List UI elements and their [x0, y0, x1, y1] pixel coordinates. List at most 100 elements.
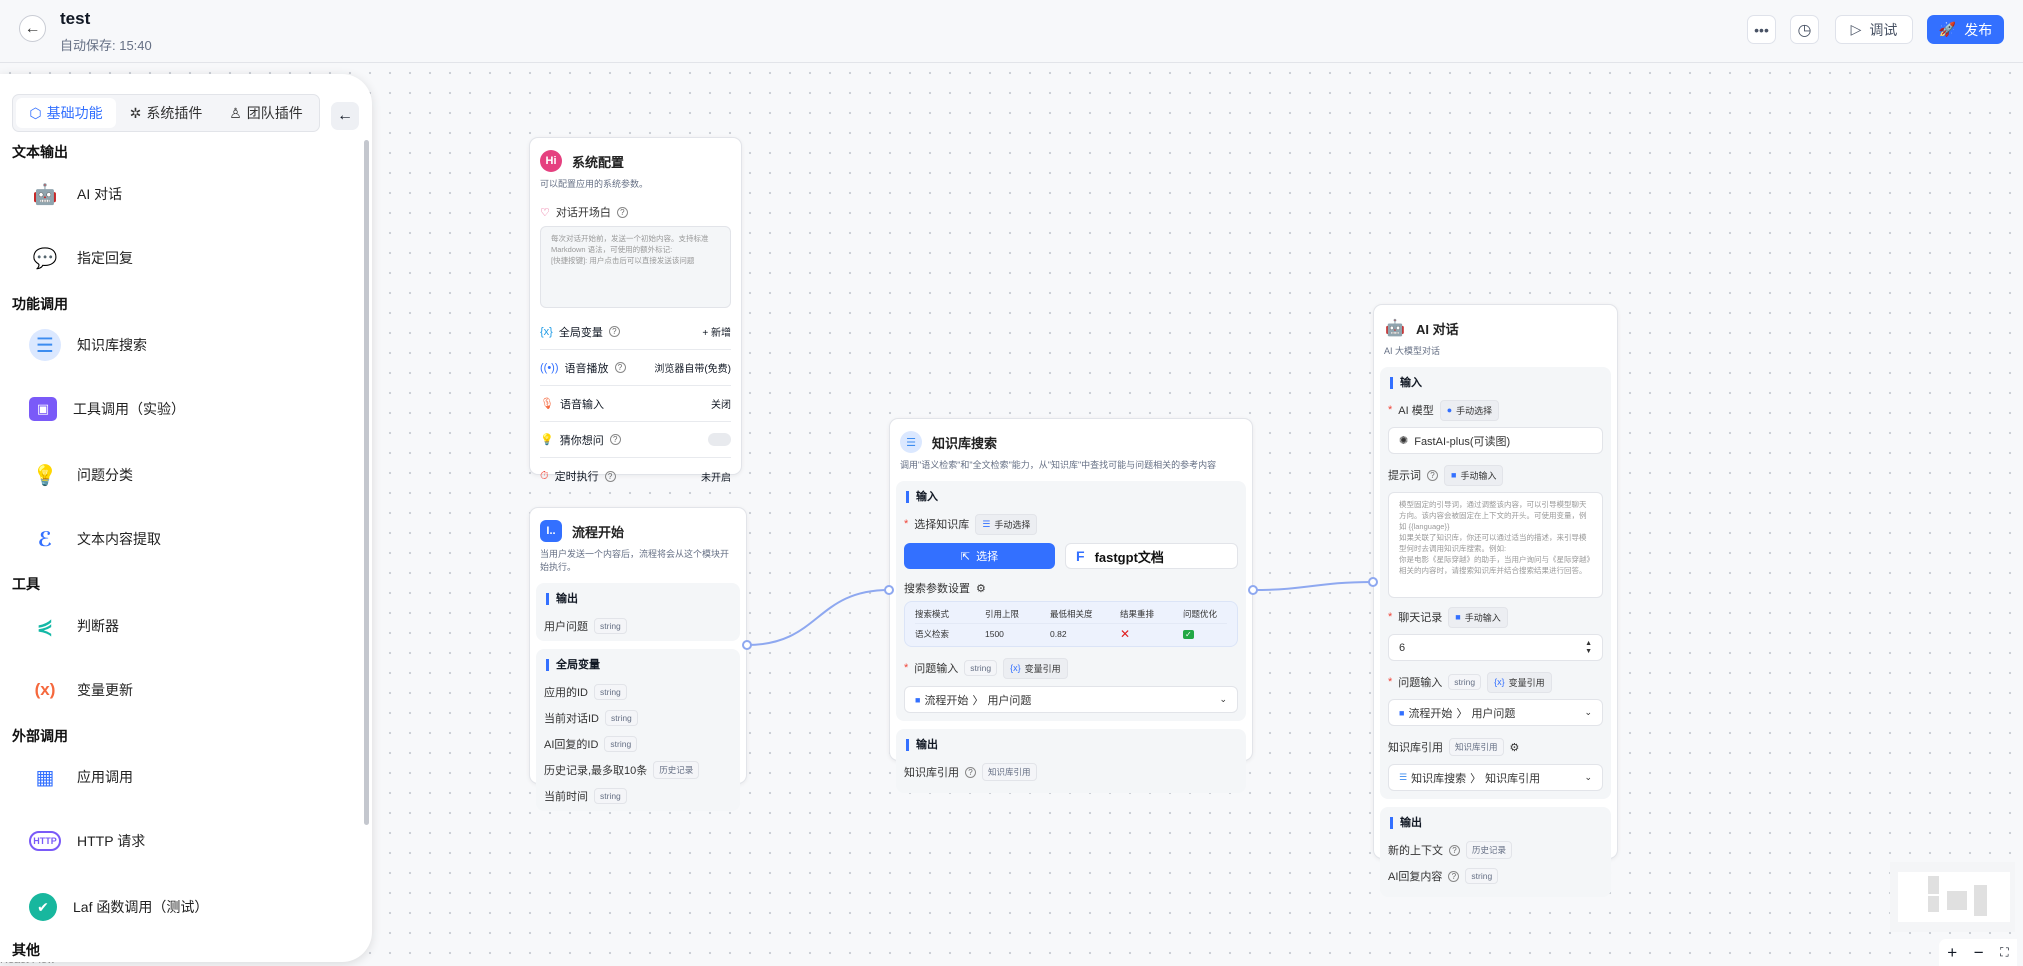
- tts-row: ((•)) 语音播放? 浏览器自带(免费): [540, 350, 731, 386]
- zoom-controls: + − ⛶: [1939, 939, 2017, 966]
- history-button[interactable]: ◷: [1790, 15, 1819, 44]
- autosave-status: 自动保存: 15:40: [60, 38, 152, 53]
- fit-view-icon[interactable]: ⛶: [2000, 945, 2009, 959]
- collapse-panel-button[interactable]: ←: [331, 102, 359, 130]
- ref-field: 用户问题: [987, 694, 1032, 707]
- history-value: 6: [1399, 641, 1406, 654]
- node-desc: AI 大模型对话: [1384, 346, 1441, 356]
- global-label: 当前时间: [544, 791, 588, 803]
- section-title: 输入: [906, 491, 1238, 503]
- sidebar-item-http[interactable]: HTTP HTTP 请求: [0, 816, 360, 866]
- model-select[interactable]: ✺ FastAI-plus(可读图): [1388, 427, 1603, 454]
- question-select[interactable]: ■ 流程开始〉用户问题 ⌄: [1388, 699, 1603, 726]
- row-label: 全局变量: [558, 326, 603, 339]
- tts-select[interactable]: 浏览器自带(免费): [654, 364, 731, 375]
- section-title: 全局变量: [546, 659, 732, 671]
- chevron-down-icon: ⌄: [1584, 707, 1592, 717]
- kb-source-handle[interactable]: [1248, 585, 1258, 595]
- node-ai-chat[interactable]: 🤖 AI 对话 AI 大模型对话 输入 * AI 模型 ● 手动选择 ✺ FastAI-p…: [1373, 304, 1618, 897]
- global-label: 应用的ID: [544, 687, 588, 699]
- item-label: 指定回复: [77, 250, 133, 266]
- node-system-config[interactable]: Hi 系统配置 可以配置应用的系统参数。 ♡ 对话开场白? 每次对话开始前，发送一个…: [529, 137, 742, 484]
- sidebar-item-condition[interactable]: ⋞ 判断器: [0, 601, 360, 651]
- http-icon: HTTP: [29, 831, 61, 851]
- question-select[interactable]: ■ 流程开始〉用户问题 ⌄: [904, 686, 1238, 713]
- chevron-right-icon: 〉: [1456, 707, 1468, 720]
- voice-input-select[interactable]: 关闭: [711, 400, 731, 411]
- stepper-arrows-icon[interactable]: ▲ ▼: [1585, 639, 1592, 655]
- zoom-out-icon[interactable]: −: [1973, 942, 1984, 962]
- history-stepper[interactable]: 6 ▲ ▼: [1388, 634, 1603, 661]
- sidebar-item-classify[interactable]: 💡 问题分类: [0, 450, 360, 500]
- play-icon: ▷: [1850, 21, 1862, 37]
- arrow-left-icon: ←: [24, 19, 41, 37]
- more-button[interactable]: •••: [1747, 15, 1776, 44]
- manual-input-tag[interactable]: ■ 手动输入: [1448, 606, 1508, 628]
- sidebar-item-extract[interactable]: ℰ 文本内容提取: [0, 514, 360, 564]
- global-label: 当前对话ID: [544, 713, 599, 725]
- select-kb-button[interactable]: ⇱ 选择: [904, 543, 1055, 569]
- tag-label: 手动选择: [1456, 405, 1493, 416]
- sidebar-item-app-call[interactable]: ▦ 应用调用: [0, 752, 360, 802]
- schedule-select[interactable]: 未开启: [701, 472, 731, 484]
- manual-select-tag[interactable]: ● 手动选择: [1439, 399, 1500, 421]
- database-icon: ☰: [29, 329, 61, 361]
- output-label: 知识库引用: [904, 767, 959, 779]
- sidebar-item-kb-search[interactable]: ☰ 知识库搜索: [0, 320, 360, 370]
- th: 搜索模式: [915, 608, 950, 619]
- sidebar-item-variable-update[interactable]: (x) 变量更新: [0, 665, 360, 715]
- ai-target-handle[interactable]: [1368, 577, 1378, 587]
- back-button[interactable]: ←: [19, 15, 46, 42]
- sidebar-item-reply[interactable]: 💬 指定回复: [0, 233, 360, 283]
- type-tag: string: [1465, 868, 1499, 884]
- sidebar-item-ai-chat[interactable]: 🤖 AI 对话: [0, 169, 360, 219]
- tag-label: 变量引用: [1508, 677, 1545, 688]
- node-desc: 调用"语义检索"和"全文检索"能力，从"知识库"中查找可能与问题相关的参考内容: [900, 460, 1217, 470]
- tab-team-plugins[interactable]: ♙ 团队插件: [216, 98, 316, 128]
- search-params-table[interactable]: 搜索模式 引用上限 最低相关度 结果重排 问题优化 语义检索 1500 0.82 ✕ ✓: [904, 601, 1238, 647]
- kb-quote-select[interactable]: ☰ 知识库搜索〉知识库引用 ⌄: [1388, 764, 1603, 791]
- help-icon: ?: [614, 362, 626, 373]
- node-kb-search[interactable]: ☰ 知识库搜索 调用"语义检索"和"全文检索"能力，从"知识库"中查找可能与问题相…: [889, 418, 1253, 793]
- debug-button[interactable]: ▷ 调试: [1835, 15, 1913, 44]
- node-flow-start[interactable]: I.. 流程开始 当用户发送一个内容后，流程将会从这个模块开始执行。 输出 用户问…: [529, 507, 747, 811]
- kb-target-handle[interactable]: [884, 585, 894, 595]
- row-label: 定时执行: [554, 471, 599, 483]
- type-tag: string: [1448, 674, 1482, 690]
- global-label: AI回复的ID: [544, 739, 599, 751]
- add-variable-button[interactable]: + 新增: [702, 328, 731, 339]
- gear-icon[interactable]: ⚙: [1509, 741, 1520, 754]
- model-name: FastAI-plus(可读图): [1414, 435, 1511, 448]
- zoom-in-icon[interactable]: +: [1947, 942, 1958, 962]
- guess-toggle[interactable]: [708, 433, 731, 446]
- tab-basic[interactable]: ⬡ 基础功能: [16, 98, 116, 128]
- sidebar-scrollbar[interactable]: [364, 140, 369, 825]
- publish-button[interactable]: 🚀 发布: [1927, 15, 2004, 44]
- sidebar-item-tool-call[interactable]: ▣ 工具调用（实验）: [0, 384, 360, 434]
- manual-input-tag[interactable]: ■ 手动输入: [1444, 464, 1504, 486]
- minimap-node: [1947, 891, 1967, 910]
- help-icon: ?: [609, 434, 621, 445]
- var-ref-tag[interactable]: {x} 变量引用: [1487, 671, 1552, 693]
- start-icon: ■: [915, 694, 921, 705]
- kb-name: fastgpt文档: [1094, 549, 1164, 565]
- welcome-textarea[interactable]: 每次对话开始前，发送一个初始内容。支持标准 Markdown 语法，可使用的额外…: [540, 226, 731, 308]
- sidebar-item-laf[interactable]: ✔ Laf 函数调用（测试）: [0, 882, 360, 932]
- model-label: AI 模型: [1398, 405, 1434, 417]
- select-kb-label: 选择知识库: [914, 519, 970, 531]
- var-ref-tag[interactable]: {x} 变量引用: [1003, 657, 1068, 679]
- tab-system-plugins[interactable]: ✲ 系统插件: [116, 98, 216, 128]
- table-header: 搜索模式 引用上限 最低相关度 结果重排 问题优化: [915, 604, 1227, 624]
- ref-field: 用户问题: [1471, 707, 1516, 720]
- laf-icon: ✔: [29, 893, 57, 921]
- flow-start-source-handle[interactable]: [742, 640, 752, 650]
- node-title: 系统配置: [572, 154, 625, 170]
- minimap[interactable]: [1890, 862, 2015, 932]
- prompt-textarea[interactable]: 模型固定的引导词，通过调整该内容，可以引导模型聊天方向。该内容会被固定在上下文的…: [1388, 492, 1603, 598]
- output-item: 用户问题 string: [544, 613, 732, 639]
- type-tag: string: [605, 710, 638, 726]
- manual-select-tag[interactable]: ☰ 手动选择: [975, 513, 1038, 535]
- gear-icon[interactable]: ⚙: [976, 582, 986, 595]
- group-title: 外部调用: [12, 728, 68, 744]
